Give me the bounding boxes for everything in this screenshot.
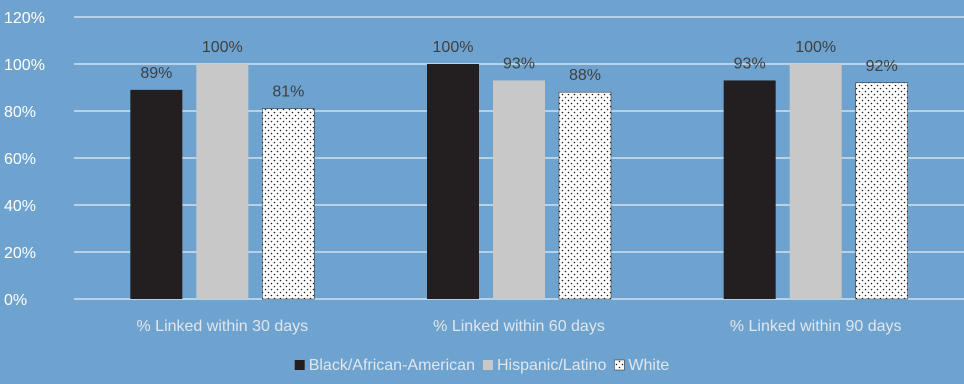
legend-swatch	[482, 360, 493, 370]
y-tick-label: 40%	[4, 198, 36, 215]
y-axis-tick-labels: 0% 20% 40% 60% 80% 100% 120%	[4, 10, 45, 309]
legend-label: Hispanic/Latino	[497, 357, 607, 374]
data-label: 100%	[433, 39, 474, 56]
y-tick-label: 0%	[4, 292, 27, 309]
data-label: 89%	[140, 65, 172, 82]
data-label: 81%	[272, 84, 304, 101]
data-label: 100%	[202, 39, 243, 56]
y-tick-label: 120%	[4, 10, 45, 27]
y-tick-label: 20%	[4, 245, 36, 262]
bar	[262, 108, 315, 300]
bar	[558, 91, 612, 300]
bar	[789, 64, 842, 299]
data-label: 88%	[569, 67, 601, 84]
legend: Black/African-American Hispanic/Latino Whi…	[294, 357, 669, 374]
bars	[130, 64, 908, 300]
bar	[196, 64, 249, 299]
y-tick-label: 80%	[4, 104, 36, 121]
data-label: 92%	[866, 58, 898, 75]
data-label: 93%	[734, 55, 766, 72]
bar	[723, 80, 776, 299]
legend-swatch	[294, 360, 305, 370]
x-category-label: % Linked within 90 days	[730, 318, 902, 335]
y-tick-label: 60%	[4, 151, 36, 168]
legend-swatch	[614, 359, 625, 371]
x-axis-category-labels: % Linked within 30 days % Linked within 6…	[137, 318, 902, 335]
data-label: 100%	[795, 39, 836, 56]
bar	[855, 82, 908, 300]
legend-label: White	[628, 357, 669, 374]
bar	[130, 89, 183, 299]
data-labels: 89% 100% 81% 100% 93% 88% 93% 100% 92%	[140, 39, 897, 101]
bar	[427, 64, 479, 299]
legend-label: Black/African-American	[309, 357, 475, 374]
bar	[493, 80, 545, 299]
x-category-label: % Linked within 60 days	[433, 318, 605, 335]
y-tick-label: 100%	[4, 57, 45, 74]
x-category-label: % Linked within 30 days	[137, 318, 309, 335]
data-label: 93%	[503, 55, 535, 72]
